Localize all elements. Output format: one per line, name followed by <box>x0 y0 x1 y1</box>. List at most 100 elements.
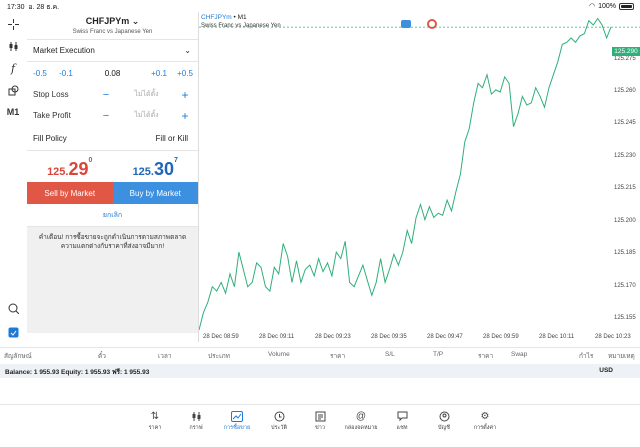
x-tick-label: 28 Dec 10:11 <box>539 334 575 340</box>
crosshair-icon[interactable] <box>4 16 22 32</box>
tab-settings[interactable]: ⚙ การตั้งค่า <box>467 409 503 432</box>
status-bar: 17:30 อ. 28 ธ.ค. ◠ 100% <box>0 0 640 12</box>
signal-icon[interactable] <box>427 19 437 29</box>
function-icon[interactable]: f <box>10 61 16 75</box>
order-panel: CHFJPYm ⌄ Swiss Franc vs Japanese Yen Ma… <box>27 12 199 342</box>
volume-minus-0.1-button[interactable]: -0.1 <box>59 68 73 78</box>
sell-by-market-button[interactable]: Sell by Market <box>27 182 113 204</box>
cancel-button[interactable]: ยกเลิก <box>27 204 198 227</box>
y-tick-label: 125.185 <box>614 250 636 257</box>
battery-percent: 100% <box>598 2 616 10</box>
history-icon <box>261 409 297 423</box>
new-order-icon[interactable] <box>4 324 22 340</box>
tab-trade[interactable]: การซื้อขาย <box>219 409 255 432</box>
take-profit-row: Take Profit − ไม่ได้ตั้ง + <box>27 105 198 126</box>
col-price-current[interactable]: ราคา <box>478 353 494 360</box>
stop-loss-plus-button[interactable]: + <box>181 87 189 102</box>
order-buttons: Sell by Market Buy by Market <box>27 182 198 204</box>
col-price[interactable]: ราคา <box>330 353 346 360</box>
trade-table-header: สัญลักษณ์ ตั๋ว เวลา ประเภท Volume ราคา S… <box>0 347 640 361</box>
tab-news[interactable]: ข่าว <box>302 409 338 432</box>
indicators-icon[interactable] <box>4 38 22 54</box>
fill-policy-row[interactable]: Fill Policy Fill or Kill <box>27 126 198 151</box>
stop-loss-minus-button[interactable]: − <box>102 88 110 101</box>
col-tp[interactable]: T/P <box>433 351 444 358</box>
chart-title: CHFJPYm • M1 <box>201 14 247 21</box>
col-symbol[interactable]: สัญลักษณ์ <box>4 353 32 360</box>
symbol-header[interactable]: CHFJPYm ⌄ Swiss Franc vs Japanese Yen <box>27 12 198 40</box>
zoom-icon[interactable] <box>4 300 22 316</box>
col-profit[interactable]: กำไร <box>579 353 594 360</box>
y-tick-label: 125.245 <box>614 120 636 127</box>
ask-price: 125. 30 7 <box>132 157 178 179</box>
balance-text: Balance: 1 955.93 Equity: 1 955.93 ฟรี: … <box>5 369 150 376</box>
x-tick-label: 28 Dec 09:23 <box>315 334 351 340</box>
execution-type-label: Market Execution <box>33 46 95 55</box>
battery-icon <box>619 2 634 10</box>
take-profit-plus-button[interactable]: + <box>181 108 189 123</box>
y-tick-label: 125.170 <box>614 282 636 289</box>
status-time: 17:30 อ. 28 ธ.ค. <box>7 4 60 11</box>
left-toolbar: f M1 <box>0 12 26 342</box>
wifi-icon: ◠ <box>588 3 596 10</box>
chevron-down-icon: ⌄ <box>131 16 140 26</box>
col-swap[interactable]: Swap <box>511 351 528 358</box>
candles-icon <box>178 409 214 423</box>
chart-subtitle: Swiss Franc vs Japanese Yen <box>201 23 281 29</box>
tab-history[interactable]: ประวัติ <box>261 409 297 432</box>
col-ticket[interactable]: ตั๋ว <box>98 353 106 360</box>
price-chart[interactable]: CHFJPYm • M1 Swiss Franc vs Japanese Yen… <box>199 12 640 342</box>
stop-loss-input[interactable]: ไม่ได้ตั้ง <box>134 91 159 98</box>
take-profit-label: Take Profit <box>33 111 71 120</box>
fill-policy-label: Fill Policy <box>33 133 67 143</box>
take-profit-minus-button[interactable]: − <box>102 109 110 122</box>
col-sl[interactable]: S/L <box>385 351 395 358</box>
volume-plus-0.1-button[interactable]: +0.1 <box>151 68 167 78</box>
buy-by-market-button[interactable]: Buy by Market <box>112 182 198 204</box>
tab-chat[interactable]: แชท <box>384 409 420 432</box>
timeframe-button[interactable]: M1 <box>6 107 20 117</box>
account-icon <box>426 409 462 423</box>
x-tick-label: 28 Dec 09:59 <box>483 334 519 340</box>
col-type[interactable]: ประเภท <box>208 353 230 360</box>
volume-plus-0.5-button[interactable]: +0.5 <box>177 68 193 78</box>
col-comment[interactable]: หมายเหตุ <box>608 353 635 360</box>
x-tick-label: 28 Dec 08:59 <box>203 334 239 340</box>
bid-price: 125. 29 0 <box>47 157 93 179</box>
chat-icon <box>384 409 420 423</box>
quotes: 125. 29 0 125. 30 7 <box>27 151 198 182</box>
x-tick-label: 28 Dec 09:47 <box>427 334 463 340</box>
price-series-line <box>199 17 612 331</box>
volume-minus-0.5-button[interactable]: -0.5 <box>33 68 47 78</box>
y-tick-label: 125.230 <box>614 152 636 159</box>
settings-icon: ⚙ <box>480 410 490 422</box>
tab-account[interactable]: บัญชี <box>426 409 462 432</box>
col-time[interactable]: เวลา <box>158 353 172 360</box>
tab-mailbox[interactable]: @ กล่องจดหมาย <box>344 410 378 432</box>
execution-type-select[interactable]: Market Execution ⌄ <box>27 40 198 62</box>
volume-input[interactable]: 0.08 <box>104 68 121 78</box>
col-volume[interactable]: Volume <box>268 351 290 358</box>
warning-text: คำเตือน! การซื้อขายจะถูกดำเนินการตามสภาพ… <box>27 227 198 333</box>
currency-label: USD <box>599 367 613 374</box>
balance-row: Balance: 1 955.93 Equity: 1 955.93 ฟรี: … <box>0 364 640 378</box>
symbol-selector[interactable]: CHFJPYm ⌄ <box>85 16 140 26</box>
y-tick-label: 125.215 <box>614 185 636 192</box>
y-tick-label: 125.200 <box>614 217 636 224</box>
y-tick-label: 125.260 <box>614 88 636 95</box>
objects-icon[interactable] <box>4 82 22 98</box>
tab-quotes[interactable]: ⇅ ราคา <box>137 409 173 432</box>
take-profit-input[interactable]: ไม่ได้ตั้ง <box>134 112 159 119</box>
symbol-description: Swiss Franc vs Japanese Yen <box>72 29 153 35</box>
sort-arrows-icon: ⇅ <box>150 410 160 422</box>
mailbox-icon: @ <box>355 410 367 422</box>
tab-charts[interactable]: กราฟ <box>178 409 214 432</box>
y-tick-label: 125.155 <box>614 315 636 322</box>
x-tick-label: 28 Dec 09:35 <box>371 334 407 340</box>
volume-row: -0.5 -0.1 0.08 +0.1 +0.5 <box>27 62 198 84</box>
trade-chart-icon <box>219 409 255 423</box>
stop-loss-row: Stop Loss − ไม่ได้ตั้ง + <box>27 84 198 105</box>
tab-bar: ⇅ ราคา กราฟ การซื้อขาย ประวัติ ข่าว <box>0 404 640 447</box>
one-click-trading-icon[interactable] <box>401 20 411 28</box>
